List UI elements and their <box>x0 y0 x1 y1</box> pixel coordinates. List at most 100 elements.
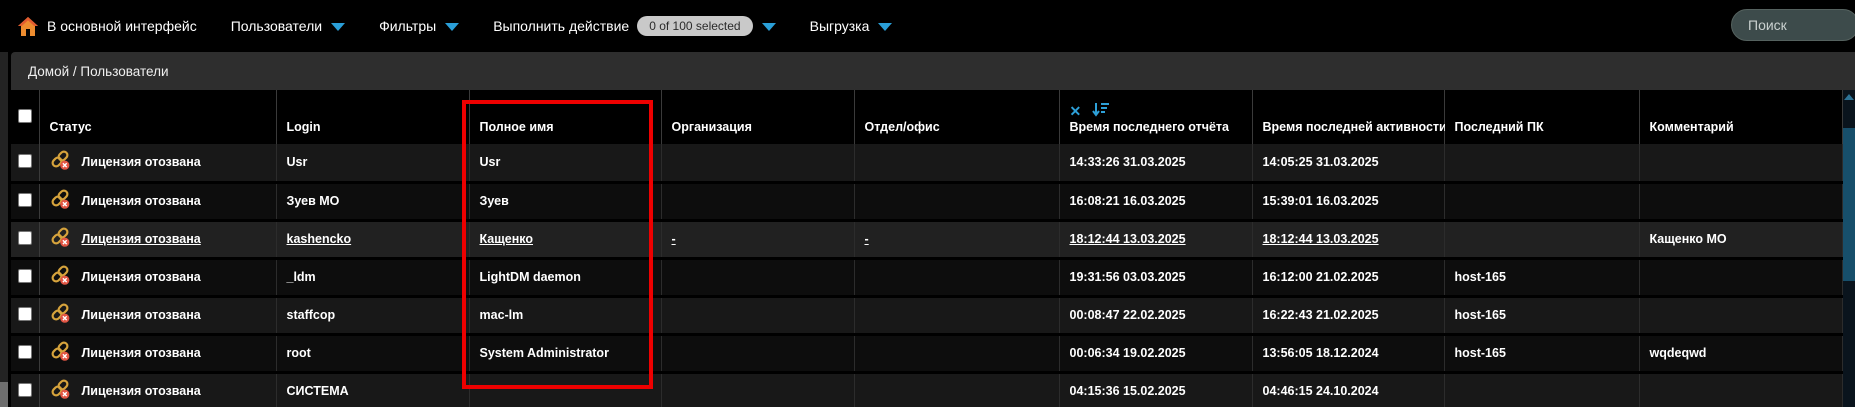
left-scrollbar-track[interactable] <box>0 52 8 407</box>
status-link[interactable]: Лицензия отозвана <box>81 384 201 398</box>
comment-cell <box>1639 258 1843 298</box>
login-link[interactable]: Usr <box>286 155 308 170</box>
select-all-checkbox[interactable] <box>17 108 32 123</box>
comment-cell <box>1639 372 1843 407</box>
chevron-down-icon <box>761 23 776 31</box>
status-link[interactable]: Лицензия отозвана <box>81 194 201 208</box>
org-cell <box>661 372 855 407</box>
license-revoked-icon <box>50 265 71 289</box>
dept-cell <box>854 296 1060 336</box>
nav-filters-menu[interactable]: Фильтры <box>379 18 460 34</box>
last-activity-link[interactable]: 16:12:00 21.02.2025 <box>1262 270 1379 284</box>
last-pc-cell <box>1444 182 1640 222</box>
comment-cell <box>1639 144 1843 184</box>
row-checkbox[interactable] <box>17 192 32 207</box>
last-activity-link[interactable]: 18:12:44 13.03.2025 <box>1262 232 1379 246</box>
full-name-link[interactable]: LightDM daemon <box>479 270 581 284</box>
comment-cell <box>1639 182 1843 222</box>
col-header-dept[interactable]: Отдел/офис <box>854 90 1060 144</box>
col-header-last-report[interactable]: ✕ <box>1059 90 1253 144</box>
license-revoked-icon <box>50 341 71 365</box>
last-report-link[interactable]: 16:08:21 16.03.2025 <box>1069 194 1186 208</box>
org-cell <box>661 182 855 222</box>
nav-perform-action-menu[interactable]: Выполнить действие 0 of 100 selected <box>493 16 776 36</box>
login-link[interactable]: Зуев МО <box>286 194 340 208</box>
row-checkbox[interactable] <box>17 230 32 245</box>
last-report-link[interactable]: 19:31:56 03.03.2025 <box>1069 270 1186 284</box>
last-report-link[interactable]: 18:12:44 13.03.2025 <box>1069 232 1186 246</box>
last-activity-link[interactable]: 14:05:25 31.03.2025 <box>1262 155 1379 170</box>
dept-cell <box>854 258 1060 298</box>
license-revoked-icon <box>50 189 71 213</box>
status-link[interactable]: Лицензия отозвана <box>81 270 201 284</box>
vertical-scrollbar-thumb[interactable] <box>1843 128 1855 281</box>
full-name-link[interactable]: mac-lm <box>479 308 524 322</box>
row-checkbox[interactable] <box>17 344 32 359</box>
chevron-down-icon <box>445 23 460 31</box>
table-row: Лицензия отозвана Usr Usr 14:33:26 31.03… <box>11 144 1843 184</box>
last-pc-cell <box>1444 144 1640 184</box>
last-report-link[interactable]: 04:15:36 15.02.2025 <box>1069 384 1186 398</box>
chevron-down-icon <box>331 23 346 31</box>
org-cell <box>661 296 855 336</box>
row-checkbox[interactable] <box>17 153 32 168</box>
last-activity-link[interactable]: 04:46:15 24.10.2024 <box>1262 384 1379 398</box>
login-link[interactable]: staffcop <box>286 308 336 322</box>
col-header-comment[interactable]: Комментарий <box>1639 90 1843 144</box>
nav-export-menu[interactable]: Выгрузка <box>810 18 893 34</box>
dept-cell <box>854 334 1060 374</box>
login-link[interactable]: СИСТЕМА <box>286 384 349 398</box>
col-header-last-pc[interactable]: Последний ПК <box>1444 90 1640 144</box>
license-revoked-icon <box>50 379 71 403</box>
status-link[interactable]: Лицензия отозвана <box>81 232 201 246</box>
status-link[interactable]: Лицензия отозвана <box>81 155 201 170</box>
col-header-full-name[interactable]: Полное имя <box>469 90 662 144</box>
scroll-up-arrow-icon[interactable] <box>1844 94 1854 100</box>
last-activity-link[interactable]: 15:39:01 16.03.2025 <box>1262 194 1379 208</box>
dept-cell <box>854 144 1060 184</box>
breadcrumb[interactable]: Домой / Пользователи <box>28 63 169 79</box>
login-link[interactable]: root <box>286 346 311 360</box>
full-name-link[interactable]: Кащенко <box>479 232 534 246</box>
nav-main-interface[interactable]: В основной интерфейс <box>18 16 197 36</box>
last-report-link[interactable]: 00:06:34 19.02.2025 <box>1069 346 1186 360</box>
comment-cell: Кащенко МО <box>1639 220 1843 260</box>
left-scrollbar-thumb[interactable] <box>0 382 8 407</box>
nav-users-menu[interactable]: Пользователи <box>231 18 346 34</box>
full-name-link[interactable]: System Administrator <box>479 346 609 360</box>
last-pc-cell: host-165 <box>1444 296 1640 336</box>
full-name-link[interactable]: Usr <box>479 155 501 170</box>
row-checkbox[interactable] <box>17 268 32 283</box>
last-pc-cell: host-165 <box>1444 334 1640 374</box>
last-report-link[interactable]: 14:33:26 31.03.2025 <box>1069 155 1186 170</box>
table-row: Лицензия отозвана СИСТЕМА 04:15:36 15.02… <box>11 372 1843 407</box>
col-header-last-activity[interactable]: Время последней активности <box>1252 90 1447 144</box>
org-cell <box>661 144 855 184</box>
sort-descending-icon[interactable] <box>1092 102 1110 120</box>
login-link[interactable]: _ldm <box>286 270 316 284</box>
col-header-org[interactable]: Организация <box>661 90 855 144</box>
last-pc-cell: host-165 <box>1444 258 1640 298</box>
selection-count-badge: 0 of 100 selected <box>637 16 753 36</box>
row-checkbox[interactable] <box>17 306 32 321</box>
col-header-status[interactable]: Статус <box>39 90 277 144</box>
status-link[interactable]: Лицензия отозвана <box>81 308 201 322</box>
last-pc-cell <box>1444 220 1640 260</box>
row-checkbox[interactable] <box>17 382 32 397</box>
search-input[interactable] <box>1731 9 1855 41</box>
last-activity-link[interactable]: 16:22:43 21.02.2025 <box>1262 308 1379 322</box>
license-revoked-icon <box>50 150 71 174</box>
org-cell: - <box>671 232 676 246</box>
last-report-link[interactable]: 00:08:47 22.02.2025 <box>1069 308 1186 322</box>
table-header-row: Статус Login Полное имя Организация Отде… <box>11 90 1843 144</box>
org-cell <box>661 334 855 374</box>
users-table: Статус Login Полное имя Организация Отде… <box>11 90 1843 407</box>
status-link[interactable]: Лицензия отозвана <box>81 346 201 360</box>
dept-cell: - <box>864 232 869 246</box>
login-link[interactable]: kashencko <box>286 232 352 246</box>
col-header-login[interactable]: Login <box>276 90 470 144</box>
clear-sort-icon[interactable]: ✕ <box>1069 103 1082 119</box>
full-name-link[interactable]: Зуев <box>479 194 509 208</box>
last-pc-cell <box>1444 372 1640 407</box>
last-activity-link[interactable]: 13:56:05 18.12.2024 <box>1262 346 1379 360</box>
